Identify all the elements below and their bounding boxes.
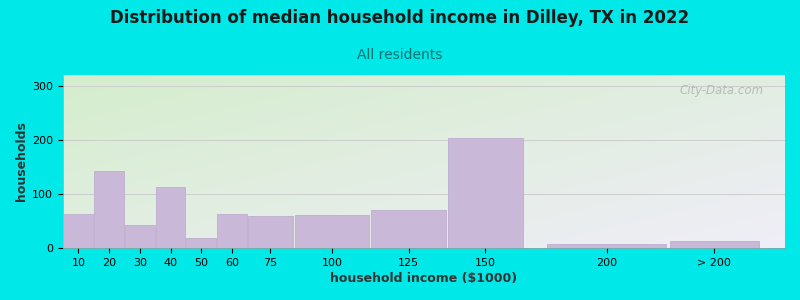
Bar <box>94 171 124 248</box>
Bar <box>248 216 293 248</box>
Bar <box>294 214 369 248</box>
Bar <box>186 238 216 248</box>
Text: City-Data.com: City-Data.com <box>679 84 763 97</box>
Bar <box>125 225 154 248</box>
Bar <box>448 138 522 248</box>
Text: All residents: All residents <box>358 48 442 62</box>
Bar <box>371 210 446 248</box>
Bar <box>156 187 186 248</box>
Text: Distribution of median household income in Dilley, TX in 2022: Distribution of median household income … <box>110 9 690 27</box>
Bar <box>217 214 247 248</box>
X-axis label: household income ($1000): household income ($1000) <box>330 272 518 285</box>
Bar <box>547 244 666 248</box>
Bar <box>63 214 94 248</box>
Bar <box>670 241 759 248</box>
Y-axis label: households: households <box>15 122 28 202</box>
